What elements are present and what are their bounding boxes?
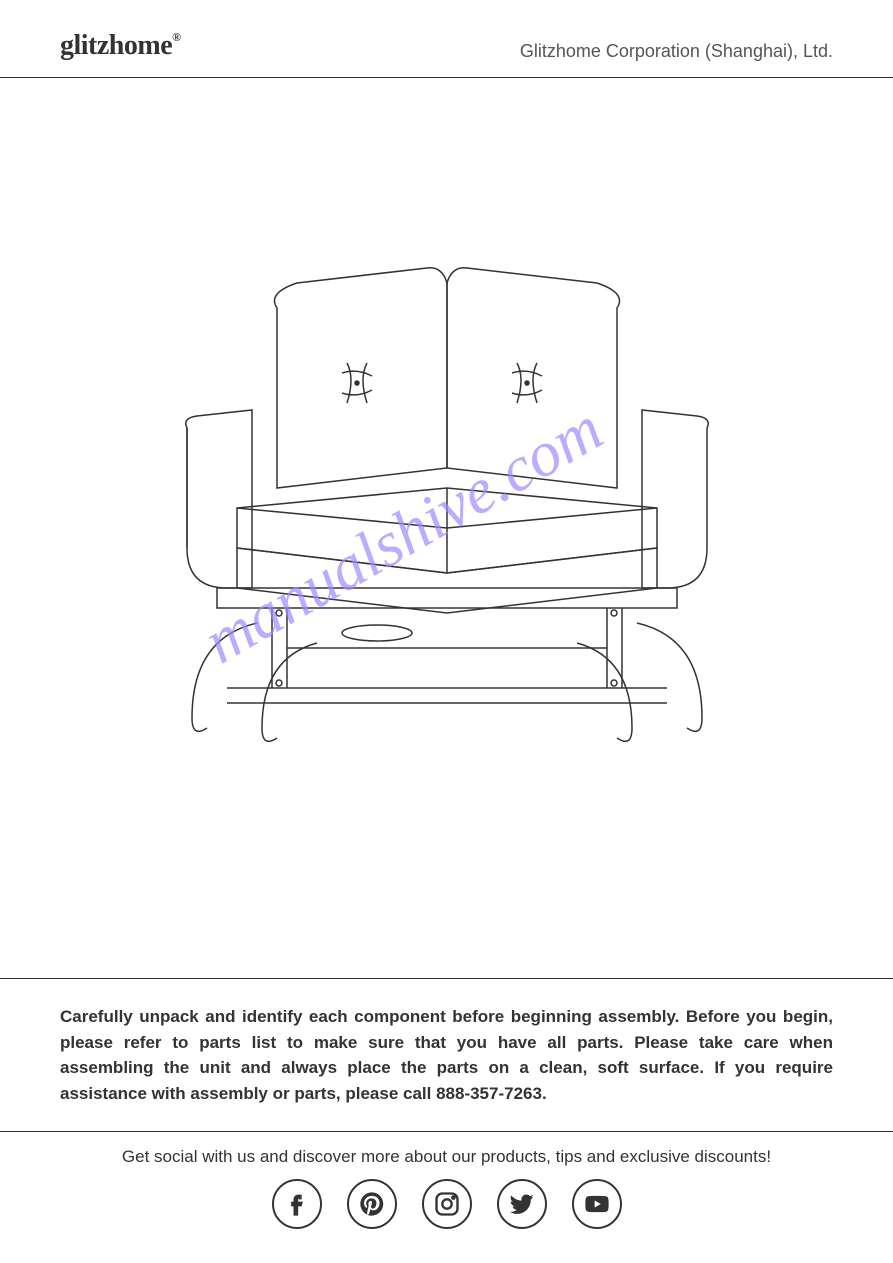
brand-logo: glitzhome® bbox=[60, 30, 181, 62]
instructions-section: Carefully unpack and identify each compo… bbox=[0, 978, 893, 1132]
company-name: Glitzhome Corporation (Shanghai), Ltd. bbox=[520, 41, 833, 62]
facebook-icon[interactable] bbox=[272, 1179, 322, 1229]
assembly-instructions: Carefully unpack and identify each compo… bbox=[60, 1004, 833, 1106]
social-icons-row bbox=[60, 1179, 833, 1229]
loveseat-line-drawing bbox=[97, 228, 797, 828]
product-illustration-area: manualshive.com bbox=[0, 78, 893, 978]
pinterest-icon[interactable] bbox=[347, 1179, 397, 1229]
social-tagline: Get social with us and discover more abo… bbox=[60, 1147, 833, 1167]
twitter-icon[interactable] bbox=[497, 1179, 547, 1229]
logo-registered-mark: ® bbox=[172, 30, 180, 44]
youtube-icon[interactable] bbox=[572, 1179, 622, 1229]
instagram-icon[interactable] bbox=[422, 1179, 472, 1229]
social-section: Get social with us and discover more abo… bbox=[0, 1132, 893, 1244]
logo-text: glitzhome bbox=[60, 30, 172, 61]
header: glitzhome® Glitzhome Corporation (Shangh… bbox=[0, 0, 893, 78]
